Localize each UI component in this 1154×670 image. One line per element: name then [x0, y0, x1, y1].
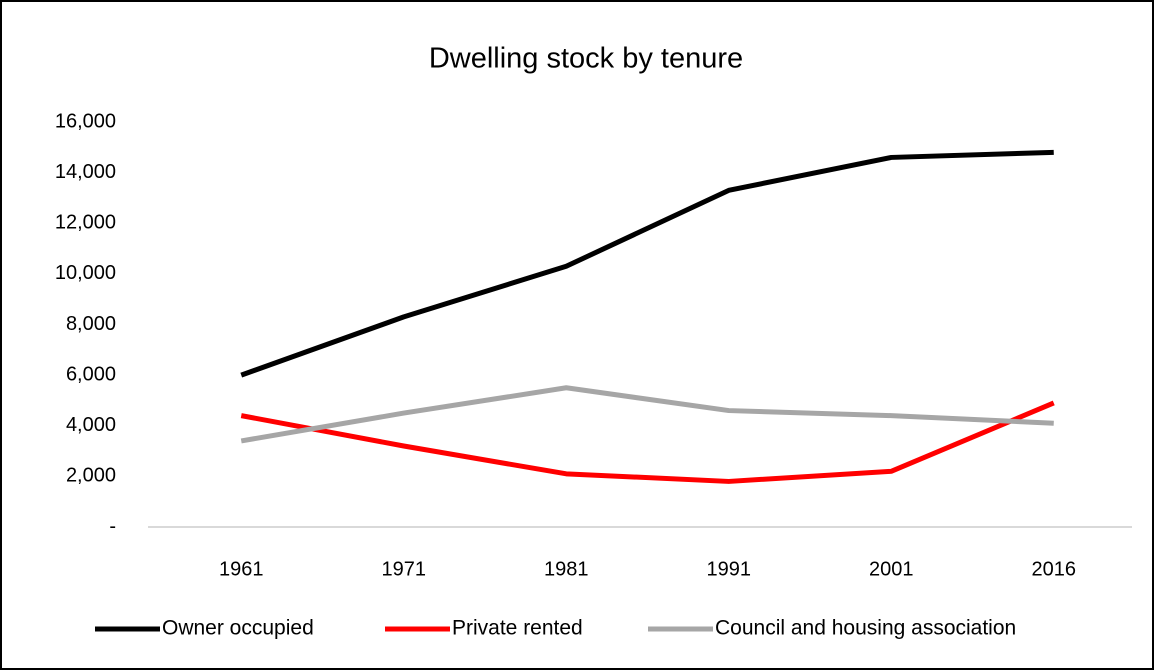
legend-label: Private rented [452, 617, 583, 640]
legend-label: Owner occupied [162, 617, 314, 640]
y-tick-label: 16,000 [55, 110, 116, 132]
x-tick-label: 1971 [382, 558, 427, 580]
y-tick-label: 4,000 [66, 414, 116, 436]
x-tick-label: 1991 [707, 558, 752, 580]
legend-label: Council and housing association [715, 617, 1016, 640]
y-tick-label: 14,000 [55, 161, 116, 183]
series-line [240, 149, 1054, 378]
x-tick-label: 1981 [544, 558, 589, 580]
chart-title: Dwelling stock by tenure [429, 43, 743, 75]
series-line [240, 385, 1054, 444]
x-tick-label: 2001 [869, 558, 914, 580]
y-tick-label: - [109, 515, 116, 537]
x-tick-label: 1961 [219, 558, 264, 580]
y-tick-label: 2,000 [66, 465, 116, 487]
y-tick-label: 6,000 [66, 363, 116, 385]
y-tick-label: 12,000 [55, 212, 116, 234]
series-line [240, 400, 1055, 484]
y-tick-label: 8,000 [66, 313, 116, 335]
x-tick-label: 2016 [1032, 558, 1077, 580]
y-tick-label: 10,000 [55, 262, 116, 284]
